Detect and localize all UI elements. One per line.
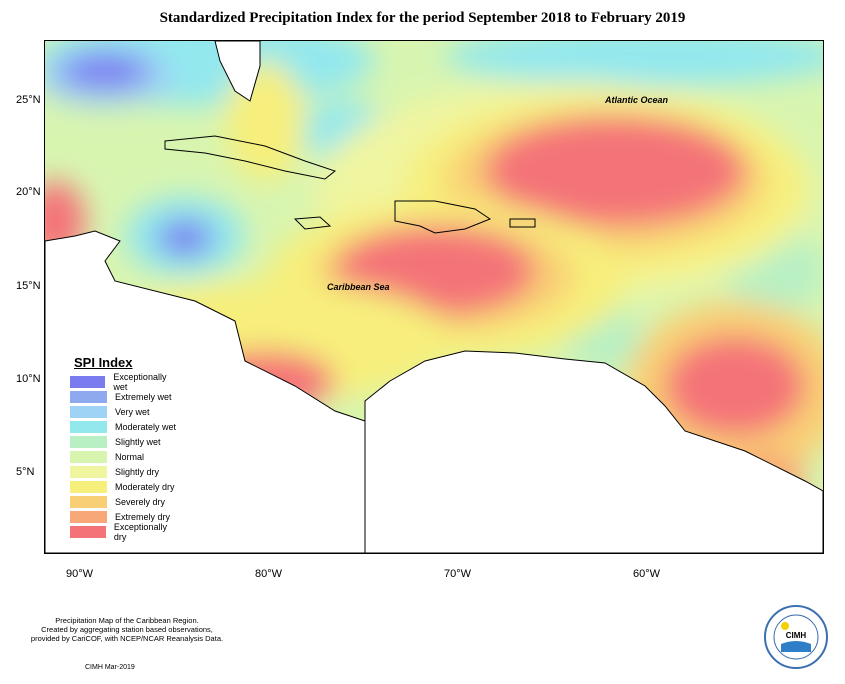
lon-label-80: 80°W [255, 568, 283, 580]
cuba-outline [164, 135, 337, 180]
legend-item: Exceptionally dry [70, 521, 180, 542]
spi-contours [45, 41, 823, 511]
legend-swatch [70, 375, 106, 388]
legend-label: Exceptionally wet [113, 371, 167, 392]
central-america [45, 230, 366, 553]
jamaica-outline [293, 216, 332, 230]
sun-icon [781, 622, 789, 630]
legend-item: Severely dry [70, 494, 180, 509]
legend-swatch [70, 480, 107, 493]
legend-item: Exceptionally wet [70, 371, 180, 392]
caribbean-label: Caribbean Sea [327, 282, 390, 292]
legend-rows: Exceptionally wet Extremely wet Very wet Mo… [70, 371, 180, 542]
florida [214, 41, 261, 102]
credits-line-3: provided by CariCOF, with NCEP/NCAR Rean… [30, 634, 224, 643]
legend-title: SPI Index [74, 355, 133, 370]
map-title: Standardized Precipitation Index for the… [159, 10, 686, 26]
legend-swatch [70, 465, 107, 478]
credits-line-1: Precipitation Map of the Caribbean Regio… [55, 616, 199, 625]
cimh-logo-mark: CIMH [764, 605, 828, 669]
legend-label: Slightly wet [115, 436, 161, 447]
legend-label: Moderately dry [115, 481, 175, 492]
credits: Precipitation Map of the Caribbean Regio… [12, 616, 242, 643]
legend-label: Extremely wet [115, 391, 172, 402]
legend-label: Normal [115, 451, 145, 462]
lat-label-25: 25°N [16, 94, 41, 106]
wave-icon [781, 641, 811, 652]
lon-label-70: 70°W [444, 568, 472, 580]
lat-label-15: 15°N [16, 280, 41, 292]
spi-map-canvas: Atlantic Ocean Caribbean Sea [45, 41, 823, 553]
legend-label: Moderately wet [115, 421, 177, 432]
legend-swatch [70, 405, 107, 418]
lat-label-10: 10°N [16, 373, 41, 385]
spi-legend: SPI Index Exceptionally wet Extremely wet… [70, 355, 180, 542]
lon-label-60: 60°W [633, 568, 661, 580]
legend-label: Very wet [115, 406, 150, 417]
legend-item: Moderately dry [70, 479, 180, 494]
legend-item: Very wet [70, 404, 180, 419]
lon-label-90: 90°W [66, 568, 94, 580]
spi-map: Atlantic Ocean Caribbean Sea [44, 40, 824, 554]
legend-label: Extremely dry [115, 511, 171, 522]
legend-item: Slightly dry [70, 464, 180, 479]
atlantic-label: Atlantic Ocean [604, 95, 669, 105]
logo-text: CIMH [786, 631, 807, 640]
lat-label-5: 5°N [16, 466, 35, 478]
legend-swatch [70, 495, 107, 508]
legend-swatch [70, 420, 107, 433]
legend-item: Extremely dry [70, 509, 180, 524]
legend-item: Moderately wet [70, 419, 180, 434]
lat-label-20: 20°N [16, 186, 41, 198]
hispaniola-outline [394, 200, 492, 234]
legend-swatch [70, 525, 106, 538]
legend-item: Slightly wet [70, 434, 180, 449]
legend-swatch [70, 450, 107, 463]
legend-swatch [70, 435, 107, 448]
island-outlines [164, 135, 536, 234]
legend-swatch [70, 390, 107, 403]
land-masses [45, 41, 823, 553]
cimh-logo: CIMH [763, 604, 829, 670]
legend-label: Slightly dry [115, 466, 160, 477]
puerto-rico-outline [509, 218, 536, 228]
legend-swatch [70, 510, 107, 523]
legend-item: Extremely wet [70, 389, 180, 404]
south-america [364, 350, 823, 553]
legend-label: Severely dry [115, 496, 166, 507]
legend-item: Normal [70, 449, 180, 464]
issue-date: CIMH Mar-2019 [85, 664, 135, 671]
legend-label: Exceptionally dry [113, 521, 167, 542]
credits-line-2: Created by aggregating station based obs… [41, 625, 213, 634]
